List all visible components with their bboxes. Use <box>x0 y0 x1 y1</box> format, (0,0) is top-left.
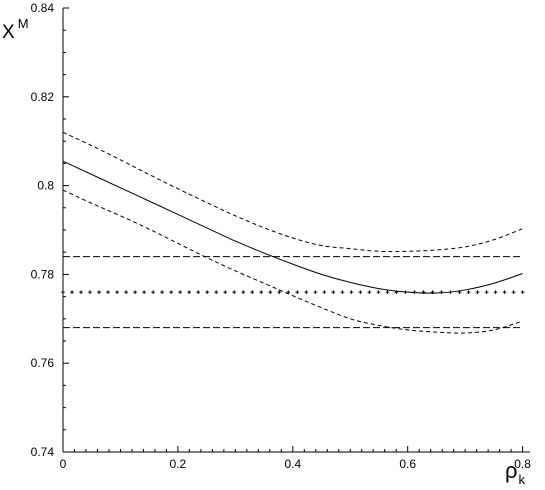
cross-marker <box>115 290 119 294</box>
x-axis-title-main: ρ <box>505 458 518 483</box>
cross-marker <box>205 290 209 294</box>
cross-marker <box>511 290 516 294</box>
cross-marker <box>232 290 237 294</box>
cross-marker <box>178 290 182 294</box>
cross-marker <box>322 290 327 294</box>
cross-marker <box>520 290 525 294</box>
cross-marker <box>421 290 426 294</box>
cross-marker <box>475 290 480 294</box>
cross-marker <box>385 290 390 294</box>
x-axis-title-subscript: k <box>519 472 526 487</box>
cross-marker <box>484 290 489 294</box>
cross-marker <box>304 290 309 294</box>
cross-marker <box>151 290 155 294</box>
series-dashed-line-2 <box>62 189 523 334</box>
cross-marker <box>403 290 408 294</box>
cross-marker <box>79 290 83 294</box>
cross-marker <box>223 290 228 294</box>
cross-marker <box>187 290 191 294</box>
y-tick-label: 0.76 <box>31 356 55 370</box>
cross-marker <box>61 290 65 294</box>
cross-marker <box>331 290 336 294</box>
cross-marker <box>97 290 101 294</box>
cross-marker <box>277 290 282 294</box>
cross-marker <box>457 290 462 294</box>
cross-marker <box>439 290 444 294</box>
cross-marker <box>196 290 200 294</box>
series-group <box>61 131 525 334</box>
cross-marker <box>295 290 300 294</box>
cross-marker <box>268 290 273 294</box>
cross-marker <box>286 290 291 294</box>
cross-marker <box>493 290 498 294</box>
cross-marker <box>142 290 146 294</box>
cross-marker <box>169 290 173 294</box>
x-axis-title: ρk <box>505 458 526 487</box>
cross-marker <box>124 290 128 294</box>
x-tick-label: 0.2 <box>170 457 187 471</box>
y-tick-label: 0.8 <box>37 179 54 193</box>
cross-marker <box>160 290 164 294</box>
y-tick-label: 0.84 <box>31 1 55 15</box>
series-crosses <box>61 290 525 294</box>
cross-marker <box>250 290 255 294</box>
cross-marker <box>313 290 318 294</box>
cross-marker <box>241 290 246 294</box>
cross-marker <box>349 290 354 294</box>
y-tick-label: 0.78 <box>31 267 55 281</box>
cross-marker <box>214 290 218 294</box>
cross-marker <box>340 290 345 294</box>
cross-marker <box>466 290 471 294</box>
cross-marker <box>394 290 399 294</box>
cross-marker <box>70 290 74 294</box>
cross-marker <box>367 290 372 294</box>
series-dashed-line-1 <box>62 131 523 253</box>
x-tick-label: 0.4 <box>284 457 301 471</box>
cross-marker <box>430 290 435 294</box>
y-tick-label: 0.82 <box>31 90 55 104</box>
x-tick-label: 0.8 <box>514 457 531 471</box>
cross-marker <box>259 290 264 294</box>
cross-marker <box>376 290 381 294</box>
cross-marker <box>133 290 137 294</box>
cross-marker <box>106 290 110 294</box>
axes <box>62 8 530 453</box>
y-axis-title-superscript: M <box>18 16 29 31</box>
cross-marker <box>358 290 363 294</box>
cross-marker <box>412 290 417 294</box>
x-tick-label: 0.6 <box>399 457 416 471</box>
series-solid-line-0 <box>62 160 523 294</box>
cross-marker <box>502 290 507 294</box>
cross-marker <box>88 290 92 294</box>
cross-marker <box>448 290 453 294</box>
x-tick-label: 0 <box>60 457 67 471</box>
ticks: 0.74 0.76 0.78 0.8 0.82 0.84 0 0.2 0.4 0.6 0.8 <box>31 1 532 471</box>
y-tick-label: 0.74 <box>31 445 55 459</box>
y-axis-title-main: X <box>2 22 15 43</box>
